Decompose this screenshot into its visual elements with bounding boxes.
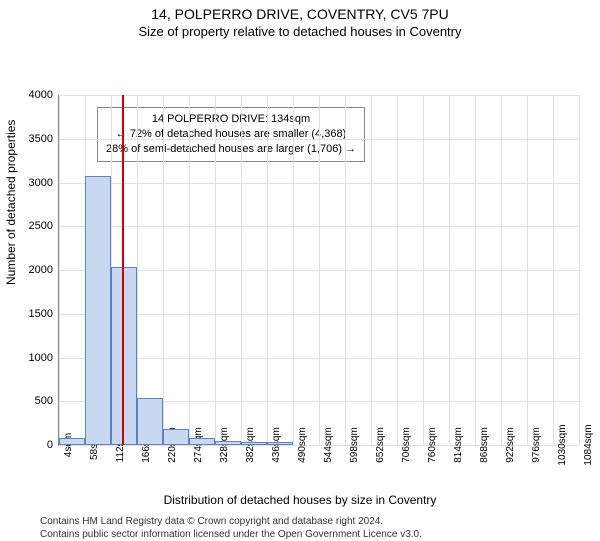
x-tick-label: 274sqm [189, 427, 204, 463]
attribution-line1: Contains HM Land Registry data © Crown c… [40, 515, 600, 528]
y-tick-label: 3500 [29, 133, 59, 145]
y-tick-label: 3000 [29, 177, 59, 189]
y-tick-label: 4000 [29, 89, 59, 101]
y-tick-label: 1500 [29, 308, 59, 320]
gridline-v [319, 95, 320, 445]
gridline-v [293, 95, 294, 445]
y-tick-label: 2500 [29, 220, 59, 232]
gridline-v [423, 95, 424, 445]
x-tick-label: 760sqm [423, 427, 438, 463]
attribution: Contains HM Land Registry data © Crown c… [40, 515, 600, 541]
page-title: 14, POLPERRO DRIVE, COVENTRY, CV5 7PU [0, 6, 600, 22]
x-tick-label: 544sqm [319, 427, 334, 463]
y-tick-label: 2000 [29, 264, 59, 276]
gridline-v [241, 95, 242, 445]
x-tick-label: 868sqm [475, 427, 490, 463]
gridline-v [267, 95, 268, 445]
gridline-v [553, 95, 554, 445]
histogram-bar [189, 438, 215, 445]
x-tick-label: 490sqm [293, 427, 308, 463]
histogram-bar [267, 442, 293, 445]
plot-area: 14 POLPERRO DRIVE: 134sqm ← 72% of detac… [58, 95, 579, 446]
x-tick-label: 922sqm [501, 427, 516, 463]
gridline-v [397, 95, 398, 445]
gridline-v [475, 95, 476, 445]
x-tick-label: 652sqm [371, 427, 386, 463]
y-axis-label: Number of detached properties [4, 120, 18, 285]
histogram-bar [85, 176, 111, 445]
gridline-v [501, 95, 502, 445]
gridline-v [527, 95, 528, 445]
histogram-bar [163, 429, 189, 445]
gridline-v [215, 95, 216, 445]
histogram-bar [137, 398, 163, 445]
gridline-v [371, 95, 372, 445]
x-tick-label: 1084sqm [579, 424, 594, 465]
y-tick-label: 0 [47, 439, 59, 451]
attribution-line2: Contains public sector information licen… [40, 528, 600, 541]
gridline-v [449, 95, 450, 445]
histogram-bar [215, 441, 241, 445]
page-subtitle: Size of property relative to detached ho… [0, 24, 600, 39]
x-tick-label: 436sqm [267, 427, 282, 463]
histogram-bar [241, 442, 267, 445]
x-tick-label: 976sqm [527, 427, 542, 463]
y-tick-label: 500 [35, 395, 59, 407]
gridline-v [345, 95, 346, 445]
x-tick-label: 598sqm [345, 427, 360, 463]
gridline-v [189, 95, 190, 445]
x-tick-label: 706sqm [397, 427, 412, 463]
property-marker-line [122, 95, 124, 445]
histogram-bar [111, 267, 137, 446]
x-tick-label: 1030sqm [553, 424, 568, 465]
gridline-v [59, 95, 60, 445]
x-axis-label: Distribution of detached houses by size … [0, 493, 600, 507]
x-tick-label: 4sqm [59, 433, 74, 457]
gridline-v [137, 95, 138, 445]
y-tick-label: 1000 [29, 352, 59, 364]
x-tick-label: 814sqm [449, 427, 464, 463]
histogram-bar [59, 438, 85, 445]
x-tick-label: 328sqm [215, 427, 230, 463]
x-tick-label: 382sqm [241, 427, 256, 463]
gridline-v [579, 95, 580, 445]
gridline-v [163, 95, 164, 445]
